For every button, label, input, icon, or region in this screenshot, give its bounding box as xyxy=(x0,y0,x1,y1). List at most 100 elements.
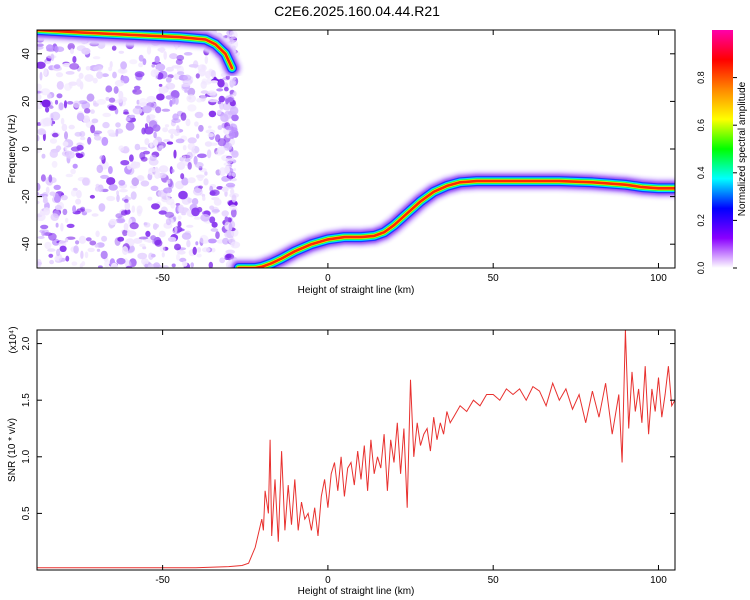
noise-speckle xyxy=(115,122,121,128)
noise-speckle xyxy=(121,246,129,255)
noise-speckle xyxy=(153,131,157,139)
noise-speckle xyxy=(194,121,199,127)
noise-speckle xyxy=(174,243,181,251)
noise-speckle xyxy=(146,115,151,123)
noise-speckle xyxy=(131,205,136,213)
noise-speckle xyxy=(229,204,237,211)
noise-speckle xyxy=(91,213,99,217)
noise-speckle xyxy=(201,247,211,253)
snr-frame xyxy=(36,329,676,571)
noise-speckle xyxy=(181,212,187,216)
noise-speckle xyxy=(171,65,182,69)
noise-speckle xyxy=(82,115,90,124)
noise-speckle xyxy=(109,218,117,226)
noise-speckle xyxy=(220,114,229,122)
noise-speckle xyxy=(81,101,91,110)
noise-speckle xyxy=(130,191,137,200)
noise-speckle xyxy=(158,145,164,149)
noise-speckle xyxy=(139,243,146,247)
noise-speckle xyxy=(70,168,76,175)
noise-speckle xyxy=(196,247,202,253)
noise-speckle xyxy=(122,229,128,237)
noise-speckle xyxy=(69,82,73,89)
noise-speckle xyxy=(92,100,97,105)
noise-speckle xyxy=(37,261,42,266)
noise-speckle xyxy=(198,124,204,132)
noise-speckle xyxy=(89,194,95,199)
noise-speckle xyxy=(186,224,194,228)
noise-speckle xyxy=(48,232,57,241)
noise-speckle xyxy=(49,259,54,265)
noise-speckle xyxy=(217,138,227,147)
noise-speckle xyxy=(129,154,134,162)
noise-speckle xyxy=(155,106,162,114)
noise-speckle xyxy=(102,121,110,129)
noise-speckle xyxy=(169,53,178,60)
noise-speckle xyxy=(120,210,128,216)
noise-speckle xyxy=(133,85,141,90)
noise-speckle xyxy=(98,265,103,268)
noise-speckle xyxy=(211,209,220,213)
noise-speckle xyxy=(129,222,139,230)
noise-speckle xyxy=(111,45,117,51)
noise-speckle xyxy=(128,114,136,118)
noise-speckle xyxy=(94,243,99,248)
noise-speckle xyxy=(177,71,185,76)
noise-speckle xyxy=(72,56,77,63)
noise-speckle xyxy=(230,208,237,218)
noise-speckle xyxy=(65,255,70,262)
noise-speckle xyxy=(49,191,56,196)
noise-speckle xyxy=(143,150,150,155)
noise-speckle xyxy=(205,70,211,79)
noise-speckle xyxy=(37,102,43,110)
noise-speckle xyxy=(185,118,191,127)
noise-speckle xyxy=(48,174,53,183)
noise-speckle xyxy=(101,73,109,78)
ridge-band xyxy=(37,30,234,70)
noise-speckle xyxy=(80,250,84,259)
noise-speckle xyxy=(187,87,196,96)
snr-y-axis-label: SNR (10 * v/v) xyxy=(7,418,18,482)
noise-speckle xyxy=(65,236,76,240)
noise-speckle xyxy=(163,51,167,60)
noise-speckle xyxy=(209,205,215,210)
noise-speckle xyxy=(233,90,237,97)
noise-speckle xyxy=(187,162,192,170)
noise-speckle xyxy=(221,186,229,193)
noise-speckle xyxy=(96,99,107,105)
noise-speckle xyxy=(107,129,115,135)
noise-speckle xyxy=(102,112,111,118)
noise-speckle xyxy=(174,91,180,99)
snr-y-multiplier: (x10⁴) xyxy=(8,326,19,353)
noise-speckle xyxy=(54,255,62,262)
noise-speckle xyxy=(37,134,40,142)
noise-speckle xyxy=(73,100,81,109)
noise-speckle xyxy=(126,164,132,170)
noise-speckle xyxy=(105,96,110,101)
snr-y-tick-label: 2.0 xyxy=(21,336,32,350)
spectrogram-y-tick-label: 40 xyxy=(21,48,32,60)
noise-speckle xyxy=(134,71,145,78)
noise-speckle xyxy=(198,185,204,189)
noise-speckle xyxy=(208,142,218,146)
noise-speckle xyxy=(76,190,82,199)
noise-speckle xyxy=(66,101,74,105)
noise-speckle xyxy=(203,178,209,186)
noise-speckle xyxy=(151,64,155,68)
noise-speckle xyxy=(131,177,139,187)
noise-speckle xyxy=(140,156,148,162)
noise-speckle xyxy=(174,96,179,105)
noise-speckle xyxy=(162,265,169,268)
noise-speckle xyxy=(208,125,212,129)
noise-speckle xyxy=(138,62,144,68)
noise-speckle xyxy=(120,160,130,166)
noise-speckle xyxy=(144,126,154,135)
noise-speckle xyxy=(173,149,177,159)
noise-speckle xyxy=(42,192,49,198)
noise-speckle xyxy=(93,66,103,72)
noise-speckle xyxy=(93,130,103,135)
noise-speckle xyxy=(115,218,126,224)
noise-speckle xyxy=(231,172,236,178)
noise-speckle xyxy=(187,143,196,151)
colorbar-tick-label: 0.4 xyxy=(696,167,706,180)
